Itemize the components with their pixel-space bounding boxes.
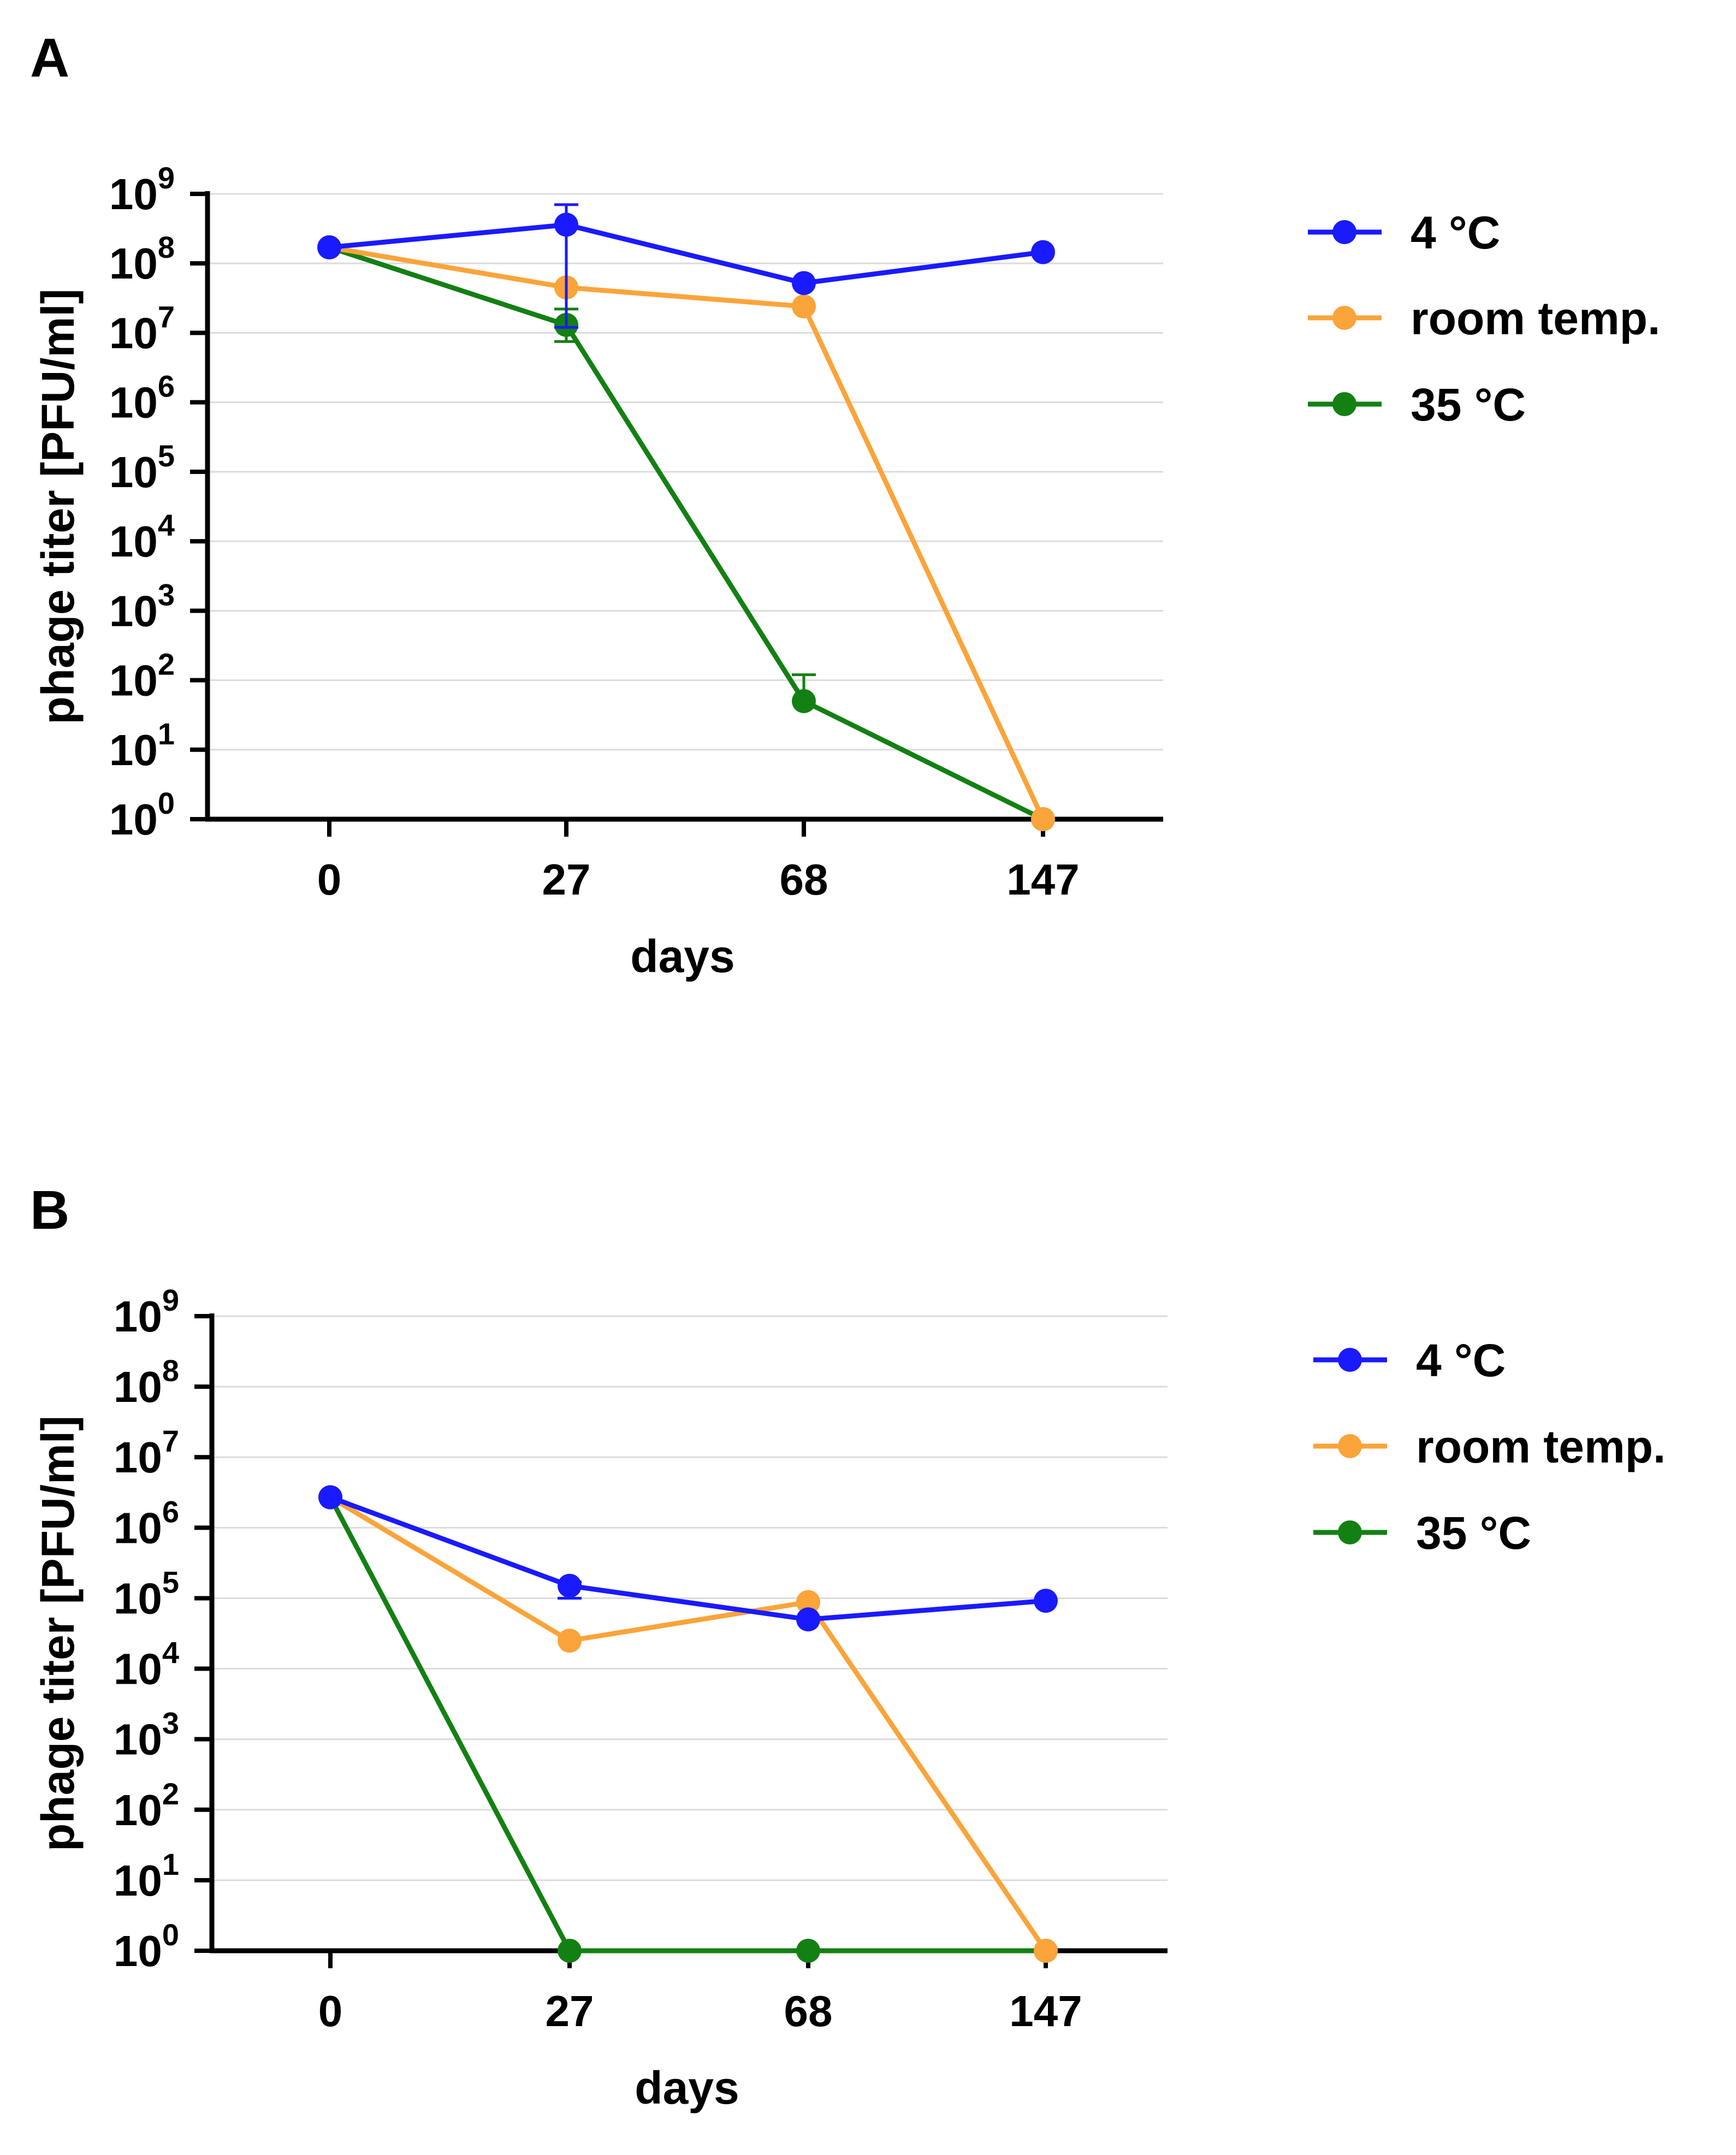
series-line — [329, 1495, 1046, 1622]
legend-label: room temp. — [1416, 1421, 1666, 1472]
y-axis-title: phage titer [PFU/ml] — [32, 1416, 84, 1851]
x-axis-title: days — [630, 931, 734, 982]
x-axis-title: days — [635, 2062, 739, 2113]
y-tick-exponent: 7 — [162, 1424, 179, 1458]
y-tick-exponent: 7 — [158, 299, 175, 334]
y-tick-exponent: 5 — [158, 439, 175, 473]
x-tick-label: 27 — [542, 855, 591, 904]
x-tick-label: 147 — [1009, 1987, 1082, 2035]
series-0 — [318, 1485, 1058, 1632]
data-point — [317, 235, 341, 259]
y-tick-exponent: 6 — [162, 1494, 179, 1529]
x-tick-label: 0 — [318, 1987, 343, 2035]
y-tick-exponent: 4 — [158, 508, 175, 542]
y-tick-exponent: 4 — [162, 1636, 179, 1670]
y-tick-exponent: 9 — [158, 161, 175, 195]
data-point — [1031, 807, 1055, 831]
series-line — [329, 1495, 1048, 1952]
y-tick-exponent: 8 — [162, 1353, 179, 1388]
data-point — [792, 689, 816, 713]
x-tick-label: 27 — [546, 1987, 594, 2035]
y-tick-exponent: 2 — [158, 647, 175, 682]
data-point — [796, 1607, 820, 1632]
x-tick-label: 0 — [317, 855, 342, 904]
data-point — [318, 1485, 342, 1509]
y-tick-label: 102 — [114, 1777, 179, 1834]
y-tick-exponent: 8 — [158, 230, 175, 264]
y-tick-exponent: 1 — [158, 717, 175, 751]
y-tick-exponent: 0 — [162, 1917, 179, 1952]
legend-label: 35 °C — [1411, 379, 1526, 430]
series-0 — [317, 203, 1055, 329]
legend-swatch-marker — [1332, 306, 1356, 330]
data-point — [558, 1939, 582, 1963]
y-tick-label: 105 — [109, 439, 175, 496]
y-tick-label: 100 — [109, 786, 175, 844]
series-line — [328, 245, 1044, 822]
y-tick-label: 101 — [109, 717, 175, 774]
data-point — [792, 271, 816, 295]
data-point — [558, 1573, 582, 1598]
y-tick-label: 104 — [109, 508, 175, 566]
data-point — [558, 1629, 582, 1653]
panel-label: B — [30, 1180, 69, 1241]
legend-label: 35 °C — [1416, 1507, 1531, 1559]
y-tick-exponent: 1 — [162, 1847, 179, 1881]
legend-label: room temp. — [1411, 293, 1660, 344]
legend-swatch-marker — [1338, 1434, 1362, 1458]
y-tick-exponent: 2 — [162, 1777, 179, 1811]
y-tick-label: 100 — [114, 1917, 179, 1975]
data-point — [796, 1590, 820, 1614]
y-tick-exponent: 0 — [158, 786, 175, 820]
legend-swatch-marker — [1338, 1520, 1362, 1544]
y-tick-exponent: 9 — [162, 1283, 179, 1317]
legend-label: 4 °C — [1416, 1335, 1506, 1386]
y-tick-exponent: 6 — [158, 369, 175, 404]
data-point — [1034, 1589, 1058, 1613]
x-tick-label: 68 — [784, 1987, 833, 2035]
panel-label: A — [30, 27, 69, 88]
y-tick-label: 104 — [114, 1636, 179, 1694]
legend-swatch-marker — [1332, 392, 1356, 416]
data-point — [1031, 240, 1055, 264]
data-point — [796, 1939, 820, 1963]
x-tick-label: 147 — [1006, 855, 1079, 904]
series-line — [329, 222, 1044, 286]
legend-swatch-marker — [1338, 1348, 1362, 1372]
legend-label: 4 °C — [1411, 207, 1500, 258]
series-line — [329, 245, 1046, 820]
y-tick-label: 108 — [114, 1353, 179, 1411]
y-tick-exponent: 3 — [158, 577, 175, 612]
y-tick-exponent: 5 — [162, 1565, 179, 1599]
legend-swatch-marker — [1332, 220, 1356, 244]
data-point — [792, 294, 816, 319]
y-axis-title: phage titer [PFU/ml] — [32, 288, 84, 724]
series-line — [328, 1496, 1046, 1953]
y-tick-exponent: 3 — [162, 1706, 179, 1740]
data-point — [554, 212, 578, 237]
x-tick-label: 68 — [780, 855, 828, 904]
data-point — [1034, 1939, 1058, 1963]
